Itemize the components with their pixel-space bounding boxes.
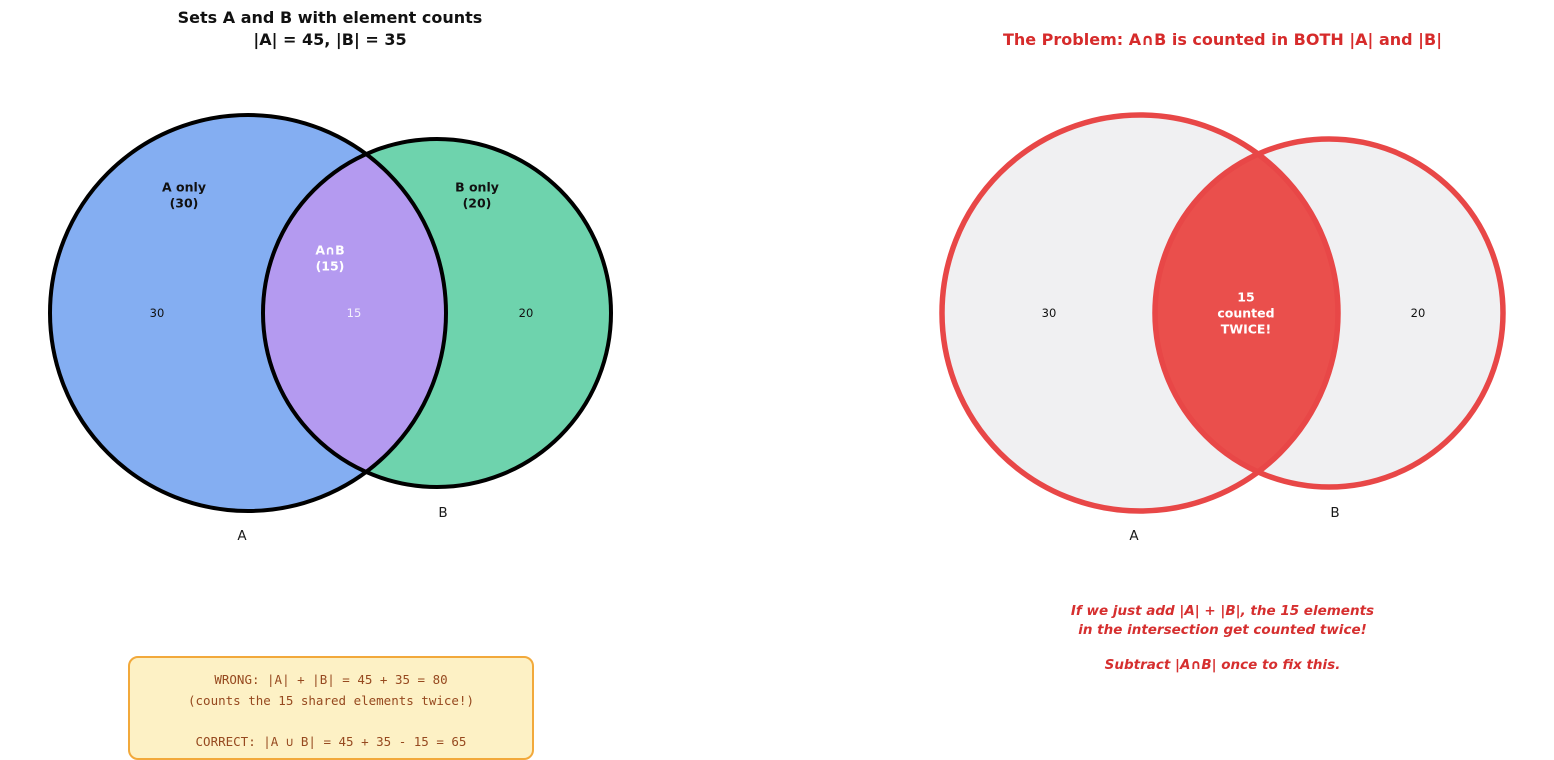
set-b-circle-outline — [261, 137, 613, 489]
counted-twice-line2: counted — [1217, 306, 1274, 321]
intersection-count-label: (15) — [316, 259, 345, 274]
caption-line2: in the intersection get counted twice! — [1078, 622, 1367, 638]
note-wrong-line: WRONG: |A| + |B| = 45 + 35 = 80 — [214, 672, 448, 687]
left-title: Sets A and B with element counts |A| = 4… — [30, 7, 630, 51]
right-title: The Problem: A∩B is counted in BOTH |A| … — [1002, 30, 1443, 49]
left-venn-diagram: A only (30) B only (20) A∩B (15) 30 15 2… — [48, 113, 613, 544]
problem-set-a-circle-outline — [939, 112, 1341, 514]
counted-twice-line3: TWICE! — [1221, 322, 1271, 337]
problem-set-b-name: B — [1330, 505, 1339, 521]
problem-set-a-count: 30 — [1042, 306, 1057, 320]
a-only-count-label: (30) — [170, 196, 199, 211]
note-correct-line: CORRECT: |A ∪ B| = 45 + 35 - 15 = 65 — [195, 734, 467, 749]
b-only-count-label: (20) — [463, 196, 492, 211]
b-only-label: B only — [455, 180, 499, 195]
problem-set-b-circle-outline — [1152, 136, 1506, 490]
right-caption: If we just add |A| + |B|, the 15 element… — [945, 602, 1500, 675]
set-b-count: 20 — [519, 306, 534, 320]
a-only-label: A only — [162, 180, 206, 195]
left-title-line1: Sets A and B with element counts — [177, 8, 483, 27]
intersection-lens — [263, 139, 446, 487]
note-wrong-note: (counts the 15 shared elements twice!) — [188, 693, 474, 708]
intersection-label: A∩B — [315, 243, 344, 258]
problem-set-b-count: 20 — [1411, 306, 1426, 320]
caption-line1: If we just add |A| + |B|, the 15 element… — [1070, 603, 1375, 619]
left-title-line2: |A| = 45, |B| = 35 — [253, 30, 407, 49]
problem-set-a-name: A — [1129, 528, 1139, 544]
set-a-circle-outline — [48, 113, 448, 513]
problem-intersection-lens — [1155, 139, 1338, 487]
counted-twice-line1: 15 — [1237, 290, 1254, 305]
wrong-vs-correct-note-box: WRONG: |A| + |B| = 45 + 35 = 80 (counts … — [128, 656, 534, 760]
right-venn-diagram: 30 20 15 counted TWICE! A B — [939, 112, 1506, 544]
set-a-name: A — [237, 528, 247, 544]
intersection-count: 15 — [347, 306, 362, 320]
set-a-count: 30 — [150, 306, 165, 320]
set-b-name: B — [438, 505, 447, 521]
caption-line3: Subtract |A∩B| once to fix this. — [1104, 657, 1341, 673]
